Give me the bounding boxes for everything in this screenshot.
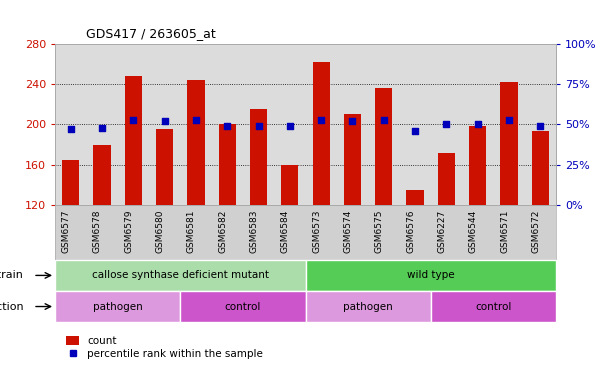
Bar bbox=[344, 114, 361, 205]
Bar bbox=[431, 291, 556, 322]
Text: callose synthase deficient mutant: callose synthase deficient mutant bbox=[92, 270, 269, 280]
Bar bbox=[55, 291, 180, 322]
Bar bbox=[375, 88, 392, 205]
Bar bbox=[62, 160, 79, 205]
Text: GSM6578: GSM6578 bbox=[93, 209, 102, 253]
Text: GSM6544: GSM6544 bbox=[469, 209, 478, 253]
Bar bbox=[180, 291, 306, 322]
Point bbox=[379, 117, 389, 123]
Bar bbox=[313, 62, 330, 205]
Text: wild type: wild type bbox=[407, 270, 455, 280]
Bar bbox=[500, 82, 518, 205]
Point bbox=[222, 123, 232, 129]
Point bbox=[442, 122, 452, 127]
Point bbox=[254, 123, 263, 129]
Point bbox=[316, 117, 326, 123]
Bar bbox=[306, 291, 431, 322]
Point bbox=[128, 117, 138, 123]
Bar bbox=[250, 109, 267, 205]
Bar bbox=[469, 127, 486, 205]
Text: GSM6580: GSM6580 bbox=[156, 209, 164, 253]
Text: GSM6579: GSM6579 bbox=[124, 209, 133, 253]
Bar bbox=[281, 165, 298, 205]
Text: GSM6574: GSM6574 bbox=[343, 209, 353, 253]
Text: GSM6583: GSM6583 bbox=[249, 209, 258, 253]
Text: GSM6571: GSM6571 bbox=[500, 209, 509, 253]
Text: control: control bbox=[225, 302, 261, 311]
Bar bbox=[93, 145, 111, 205]
Text: GSM6576: GSM6576 bbox=[406, 209, 415, 253]
Text: pathogen: pathogen bbox=[343, 302, 393, 311]
Text: GSM6227: GSM6227 bbox=[437, 209, 447, 253]
Point bbox=[285, 123, 295, 129]
Point bbox=[66, 126, 76, 132]
Bar bbox=[156, 130, 173, 205]
Bar bbox=[188, 80, 205, 205]
Legend: count, percentile rank within the sample: count, percentile rank within the sample bbox=[67, 336, 263, 359]
Bar bbox=[532, 131, 549, 205]
Text: strain: strain bbox=[0, 270, 24, 280]
Point bbox=[159, 118, 169, 124]
Text: GSM6581: GSM6581 bbox=[187, 209, 196, 253]
Point bbox=[191, 117, 201, 123]
Point bbox=[473, 122, 483, 127]
Text: GSM6573: GSM6573 bbox=[312, 209, 321, 253]
Bar bbox=[125, 76, 142, 205]
Bar bbox=[306, 260, 556, 291]
Text: infection: infection bbox=[0, 302, 24, 311]
Text: pathogen: pathogen bbox=[93, 302, 142, 311]
Bar bbox=[438, 153, 455, 205]
Text: GSM6572: GSM6572 bbox=[532, 209, 540, 253]
Point bbox=[97, 125, 107, 131]
Text: GSM6582: GSM6582 bbox=[218, 209, 227, 253]
Text: GSM6584: GSM6584 bbox=[281, 209, 290, 253]
Text: GSM6577: GSM6577 bbox=[62, 209, 71, 253]
Point bbox=[348, 118, 357, 124]
Text: control: control bbox=[475, 302, 511, 311]
Point bbox=[504, 117, 514, 123]
Text: GSM6575: GSM6575 bbox=[375, 209, 384, 253]
Bar bbox=[406, 190, 423, 205]
Text: GDS417 / 263605_at: GDS417 / 263605_at bbox=[86, 27, 215, 40]
Point bbox=[410, 128, 420, 134]
Bar bbox=[55, 260, 306, 291]
Bar bbox=[219, 124, 236, 205]
Point bbox=[535, 123, 545, 129]
